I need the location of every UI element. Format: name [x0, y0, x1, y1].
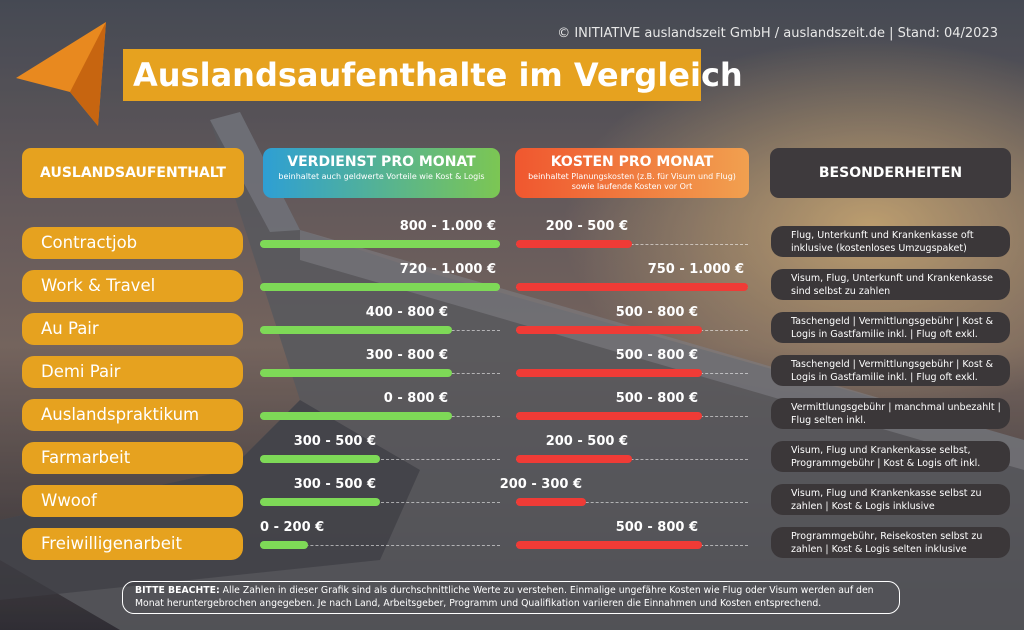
- earnings-bar: [260, 412, 452, 420]
- row-note: Visum, Flug und Krankenkasse selbst zu z…: [771, 484, 1010, 515]
- costs-value: 200 - 300 €: [499, 477, 582, 492]
- header-costs-subtitle: beinhaltet Planungskosten (z.B. für Visu…: [528, 172, 736, 191]
- row-note: Flug, Unterkunft und Krankenkasse oft in…: [771, 226, 1010, 257]
- footer-note: BITTE BEACHTE: Alle Zahlen in dieser Gra…: [122, 581, 900, 614]
- costs-bar: [516, 283, 748, 291]
- costs-bar: [516, 240, 632, 248]
- earnings-value: 720 - 1.000 €: [399, 262, 496, 277]
- cost-track: [516, 244, 748, 246]
- earnings-bar: [260, 541, 308, 549]
- row-note: Taschengeld | Vermittlungsgebühr | Kost …: [771, 312, 1010, 343]
- row-note: Visum, Flug, Unterkunft und Krankenkasse…: [771, 269, 1010, 300]
- earnings-value: 300 - 500 €: [293, 477, 376, 492]
- auslandszeit-logo-icon: [16, 22, 106, 126]
- row-label: Contractjob: [22, 227, 243, 259]
- cost-track: [516, 459, 748, 461]
- earnings-value: 0 - 800 €: [383, 391, 448, 406]
- costs-bar: [516, 498, 586, 506]
- row-note: Programmgebühr, Reisekosten selbst zu za…: [771, 527, 1010, 558]
- header-earnings-title: VERDIENST PRO MONAT: [287, 154, 476, 170]
- page-title: Auslandsaufenthalte im Vergleich: [123, 49, 743, 101]
- costs-value: 500 - 800 €: [615, 348, 698, 363]
- row-label: Auslandspraktikum: [22, 399, 243, 431]
- header-earnings: VERDIENST PRO MONAT beinhaltet auch geld…: [263, 148, 500, 198]
- row-note: Visum, Flug und Krankenkasse selbst, Pro…: [771, 441, 1010, 472]
- costs-value: 500 - 800 €: [615, 520, 698, 535]
- row-label: Au Pair: [22, 313, 243, 345]
- row-label: Freiwilligenarbeit: [22, 528, 243, 560]
- header-costs-title: KOSTEN PRO MONAT: [550, 154, 714, 170]
- earnings-value: 0 - 200 €: [260, 520, 325, 535]
- costs-bar: [516, 369, 702, 377]
- earnings-value: 400 - 800 €: [365, 305, 448, 320]
- footer-prefix: BITTE BEACHTE:: [135, 585, 220, 596]
- row-note: Vermittlungsgebühr | manchmal unbezahlt …: [771, 398, 1010, 429]
- copyright-text: © INITIATIVE auslandszeit GmbH / ausland…: [557, 26, 998, 41]
- earnings-bar: [260, 498, 380, 506]
- earn-track: [260, 545, 500, 547]
- header-special: BESONDERHEITEN: [770, 148, 1011, 198]
- row-note: Taschengeld | Vermittlungsgebühr | Kost …: [771, 355, 1010, 386]
- header-stay: AUSLANDSAUFENTHALT: [22, 148, 244, 198]
- row-label: Work & Travel: [22, 270, 243, 302]
- earn-track: [260, 459, 500, 461]
- costs-value: 500 - 800 €: [615, 391, 698, 406]
- earnings-bar: [260, 455, 380, 463]
- earnings-bar: [260, 283, 500, 291]
- costs-bar: [516, 455, 632, 463]
- costs-value: 200 - 500 €: [545, 434, 628, 449]
- costs-bar: [516, 412, 702, 420]
- earn-track: [260, 502, 500, 504]
- cost-track: [516, 502, 748, 504]
- header-costs: KOSTEN PRO MONAT beinhaltet Planungskost…: [515, 148, 749, 198]
- costs-value: 500 - 800 €: [615, 305, 698, 320]
- row-label: Wwoof: [22, 485, 243, 517]
- header-earnings-subtitle: beinhaltet auch geldwerte Vorteile wie K…: [278, 172, 485, 181]
- row-label: Demi Pair: [22, 356, 243, 388]
- costs-bar: [516, 326, 702, 334]
- earnings-value: 300 - 500 €: [293, 434, 376, 449]
- costs-bar: [516, 541, 702, 549]
- earnings-bar: [260, 326, 452, 334]
- earnings-value: 300 - 800 €: [365, 348, 448, 363]
- footer-text: Alle Zahlen in dieser Grafik sind als du…: [135, 585, 874, 609]
- earnings-bar: [260, 369, 452, 377]
- costs-value: 200 - 500 €: [545, 219, 628, 234]
- earnings-bar: [260, 240, 500, 248]
- row-label: Farmarbeit: [22, 442, 243, 474]
- costs-value: 750 - 1.000 €: [647, 262, 744, 277]
- earnings-value: 800 - 1.000 €: [399, 219, 496, 234]
